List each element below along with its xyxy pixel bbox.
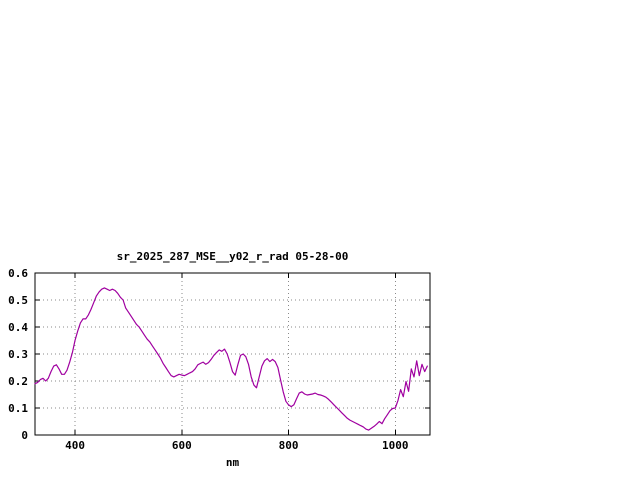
y-tick-label: 0.5 [8,294,28,307]
y-tick-label: 0.6 [8,267,28,280]
y-tick-label: 0 [21,429,28,442]
y-tick-label: 0.3 [8,348,28,361]
y-tick-label: 0.4 [8,321,28,334]
plot-border [34,272,431,436]
x-tick-label: 400 [65,439,85,452]
data-series-line [34,287,428,431]
y-tick-label: 0.2 [8,375,28,388]
chart-title: sr_2025_287_MSE__y02_r_rad 05-28-00 [116,250,349,263]
x-tick-label: 600 [172,439,192,452]
y-tick-label: 0.1 [8,402,28,415]
x-axis-label: nm [225,456,240,469]
x-tick-label: 1000 [382,439,409,452]
x-tick-label: 800 [279,439,299,452]
